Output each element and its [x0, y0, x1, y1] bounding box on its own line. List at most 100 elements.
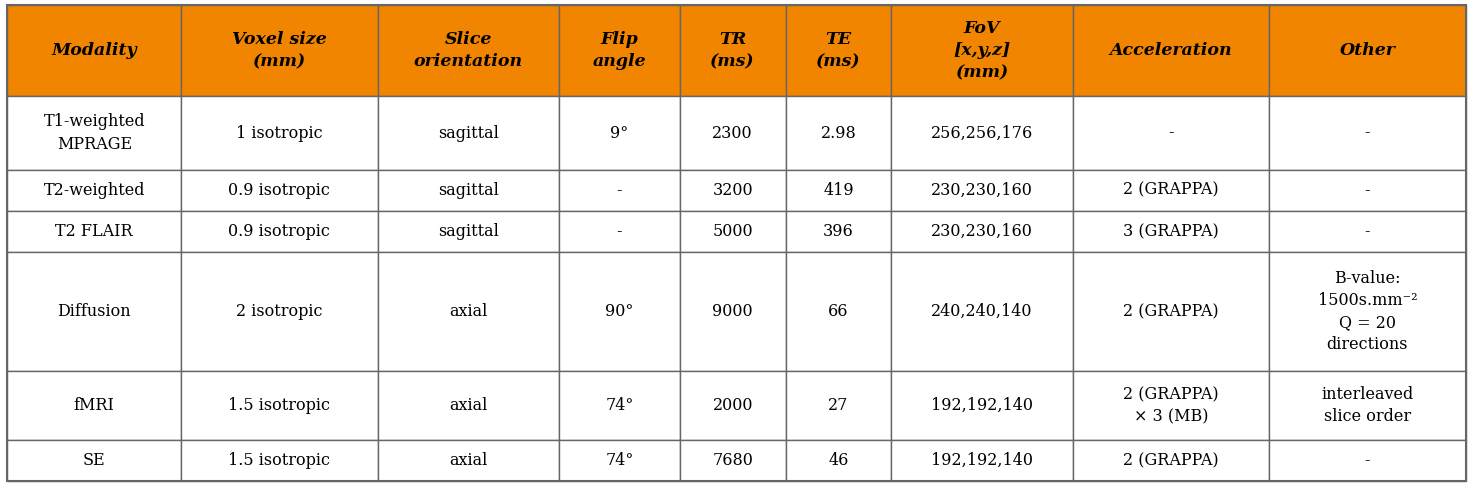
Text: 192,192,140: 192,192,140 — [931, 452, 1033, 469]
Bar — [1270, 96, 1466, 170]
Text: 74°: 74° — [605, 452, 633, 469]
Text: -: - — [617, 182, 622, 199]
Text: T2 FLAIR: T2 FLAIR — [56, 223, 133, 240]
Text: 1.5 isotropic: 1.5 isotropic — [228, 452, 330, 469]
Bar — [891, 5, 1072, 96]
Bar — [891, 96, 1072, 170]
Bar — [785, 252, 891, 371]
Bar — [558, 252, 681, 371]
Text: 230,230,160: 230,230,160 — [931, 182, 1033, 199]
Text: -: - — [617, 223, 622, 240]
Text: 3200: 3200 — [713, 182, 753, 199]
Bar — [681, 170, 785, 211]
Bar — [558, 211, 681, 252]
Bar — [1072, 96, 1270, 170]
Text: sagittal: sagittal — [437, 182, 499, 199]
Bar — [558, 440, 681, 481]
Text: 256,256,176: 256,256,176 — [931, 124, 1033, 141]
Text: Voxel size
(mm): Voxel size (mm) — [233, 31, 327, 70]
Bar — [1270, 371, 1466, 440]
Text: 2 (GRAPPA): 2 (GRAPPA) — [1122, 182, 1218, 199]
Text: axial: axial — [449, 303, 488, 320]
Text: 230,230,160: 230,230,160 — [931, 223, 1033, 240]
Text: 2 (GRAPPA): 2 (GRAPPA) — [1122, 303, 1218, 320]
Bar — [785, 96, 891, 170]
Bar — [558, 170, 681, 211]
Text: TR
(ms): TR (ms) — [710, 31, 756, 70]
Text: 74°: 74° — [605, 397, 633, 414]
Bar — [1072, 252, 1270, 371]
Text: TE
(ms): TE (ms) — [816, 31, 860, 70]
Bar — [7, 170, 181, 211]
Bar — [1072, 170, 1270, 211]
Text: Diffusion: Diffusion — [57, 303, 131, 320]
Text: fMRI: fMRI — [74, 397, 115, 414]
Text: 5000: 5000 — [713, 223, 753, 240]
Text: Slice
orientation: Slice orientation — [414, 31, 523, 70]
Bar — [681, 5, 785, 96]
Text: 1 isotropic: 1 isotropic — [236, 124, 323, 141]
Bar — [1270, 211, 1466, 252]
Bar — [377, 96, 558, 170]
Bar — [7, 5, 181, 96]
Text: -: - — [1364, 223, 1370, 240]
Text: FoV
[x,y,z]
(mm): FoV [x,y,z] (mm) — [953, 20, 1010, 81]
Bar — [181, 170, 377, 211]
Bar — [1270, 5, 1466, 96]
Bar — [681, 252, 785, 371]
Bar — [681, 440, 785, 481]
Text: SE: SE — [82, 452, 106, 469]
Text: 46: 46 — [828, 452, 848, 469]
Text: 90°: 90° — [605, 303, 633, 320]
Text: sagittal: sagittal — [437, 223, 499, 240]
Text: 9°: 9° — [610, 124, 629, 141]
Bar — [1072, 371, 1270, 440]
Bar — [7, 96, 181, 170]
Text: sagittal: sagittal — [437, 124, 499, 141]
Text: Other: Other — [1339, 42, 1395, 59]
Bar — [181, 440, 377, 481]
Bar — [891, 371, 1072, 440]
Bar — [377, 211, 558, 252]
Bar — [1270, 170, 1466, 211]
Bar — [181, 96, 377, 170]
Text: 0.9 isotropic: 0.9 isotropic — [228, 223, 330, 240]
Bar — [181, 371, 377, 440]
Text: 396: 396 — [823, 223, 854, 240]
Text: 3 (GRAPPA): 3 (GRAPPA) — [1122, 223, 1218, 240]
Bar — [558, 371, 681, 440]
Text: 2000: 2000 — [713, 397, 753, 414]
Bar — [1270, 440, 1466, 481]
Text: 7680: 7680 — [713, 452, 753, 469]
Bar — [181, 5, 377, 96]
Bar — [681, 96, 785, 170]
Text: axial: axial — [449, 452, 488, 469]
Bar — [891, 440, 1072, 481]
Bar — [377, 252, 558, 371]
Text: interleaved
slice order: interleaved slice order — [1321, 386, 1414, 425]
Text: 2.98: 2.98 — [820, 124, 856, 141]
Bar — [1072, 5, 1270, 96]
Bar — [891, 252, 1072, 371]
Bar — [377, 440, 558, 481]
Text: 419: 419 — [823, 182, 854, 199]
Text: T2-weighted: T2-weighted — [44, 182, 144, 199]
Bar — [7, 211, 181, 252]
Bar — [891, 170, 1072, 211]
Bar — [558, 96, 681, 170]
Text: Modality: Modality — [52, 42, 137, 59]
Bar — [181, 211, 377, 252]
Text: 66: 66 — [828, 303, 848, 320]
Text: 2 isotropic: 2 isotropic — [236, 303, 323, 320]
Bar — [785, 211, 891, 252]
Text: T1-weighted
MPRAGE: T1-weighted MPRAGE — [43, 114, 144, 153]
Text: Acceleration: Acceleration — [1109, 42, 1233, 59]
Text: -: - — [1364, 124, 1370, 141]
Text: B-value:
1500s.mm⁻²
Q = 20
directions: B-value: 1500s.mm⁻² Q = 20 directions — [1317, 270, 1417, 353]
Text: 2 (GRAPPA): 2 (GRAPPA) — [1122, 452, 1218, 469]
Bar — [1072, 440, 1270, 481]
Bar — [785, 5, 891, 96]
Text: -: - — [1364, 182, 1370, 199]
Bar — [681, 371, 785, 440]
Text: Flip
angle: Flip angle — [592, 31, 647, 70]
